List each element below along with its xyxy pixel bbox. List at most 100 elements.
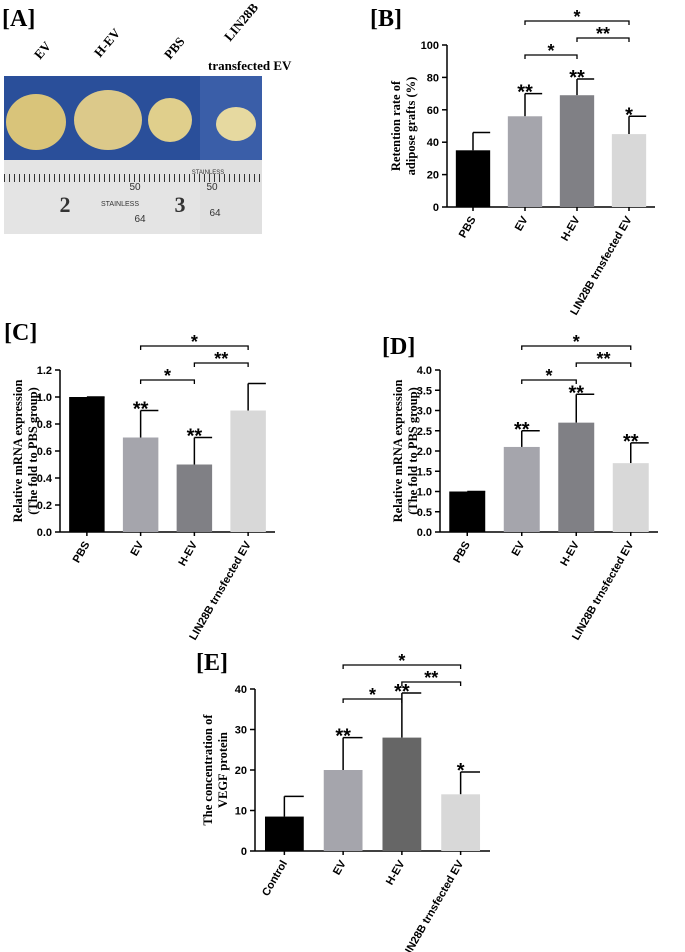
group-label: transfected EV bbox=[208, 58, 292, 73]
bar bbox=[503, 446, 540, 532]
panel-label: [C] bbox=[4, 320, 37, 346]
bar bbox=[382, 737, 422, 851]
y-axis-label: Relative mRNA expression bbox=[391, 380, 405, 523]
y-tick-label: 3.0 bbox=[417, 406, 432, 418]
y-tick-label: 0 bbox=[241, 846, 247, 858]
x-tick-label: LIN28B trnsfected EV bbox=[568, 214, 635, 317]
x-tick-label: PBS bbox=[71, 540, 93, 566]
bar bbox=[558, 422, 595, 532]
x-tick-label: LIN28B trnsfected EV bbox=[570, 539, 637, 642]
y-tick-label: 1.5 bbox=[417, 466, 432, 478]
y-tick-label: 80 bbox=[427, 72, 439, 84]
bar bbox=[122, 437, 159, 532]
y-tick-label: 20 bbox=[427, 170, 439, 182]
bar bbox=[323, 770, 363, 851]
y-tick-label: 2.0 bbox=[417, 446, 432, 458]
y-tick-label: 10 bbox=[235, 806, 247, 818]
y-tick-label: 100 bbox=[421, 40, 439, 52]
y-tick-label: 0.8 bbox=[37, 419, 52, 431]
bracket-label: ** bbox=[424, 668, 438, 688]
y-axis-label: (The fold to PBS group) bbox=[26, 387, 40, 515]
y-axis-label: (The fold to PBS group) bbox=[406, 387, 420, 515]
x-tick-label: PBS bbox=[451, 540, 473, 566]
significance-label: ** bbox=[394, 681, 410, 703]
y-tick-label: 1.2 bbox=[37, 365, 52, 377]
panel-label: [B] bbox=[370, 6, 402, 32]
x-tick-label: EV bbox=[331, 858, 349, 877]
ruler-text: STAINLESS bbox=[192, 170, 225, 176]
x-tick-label: EV bbox=[128, 539, 146, 558]
bracket bbox=[575, 362, 632, 367]
bar bbox=[507, 116, 543, 207]
ruler-text: 3 bbox=[175, 192, 186, 217]
y-axis-label: VEGF protein bbox=[216, 732, 230, 808]
x-tick-label: EV bbox=[513, 214, 531, 233]
y-tick-label: 0.5 bbox=[417, 507, 432, 519]
bracket-label: ** bbox=[596, 349, 610, 369]
significance-label: ** bbox=[187, 426, 203, 448]
y-tick-label: 30 bbox=[235, 725, 247, 737]
y-tick-label: 60 bbox=[427, 105, 439, 117]
bar bbox=[230, 410, 266, 532]
bracket bbox=[524, 54, 578, 59]
significance-label: ** bbox=[569, 67, 585, 89]
significance-label: * bbox=[625, 104, 633, 126]
bracket bbox=[139, 379, 196, 384]
ruler-text: 64 bbox=[134, 214, 146, 225]
panel-label: [E] bbox=[196, 650, 228, 676]
bar bbox=[455, 150, 491, 207]
bracket-label: * bbox=[164, 366, 171, 386]
x-tick-label: H-EV bbox=[558, 539, 582, 568]
bar bbox=[449, 491, 486, 532]
bar bbox=[612, 463, 649, 532]
y-tick-label: 20 bbox=[235, 765, 247, 777]
y-tick-label: 40 bbox=[427, 137, 439, 149]
bracket bbox=[524, 20, 630, 25]
bar bbox=[559, 95, 595, 207]
y-tick-label: 0.0 bbox=[417, 527, 432, 539]
bracket-label: * bbox=[573, 7, 580, 27]
y-tick-label: 0.6 bbox=[37, 446, 52, 458]
ruler-text: 50 bbox=[206, 182, 218, 193]
bar bbox=[264, 816, 304, 851]
significance-label: ** bbox=[335, 726, 351, 748]
bar bbox=[69, 397, 105, 532]
x-tick-label: Control bbox=[260, 859, 290, 899]
y-tick-label: 0 bbox=[433, 202, 439, 214]
bracket bbox=[401, 681, 462, 686]
ruler-text: 2 bbox=[60, 192, 71, 217]
bracket bbox=[576, 37, 630, 42]
group-label: EV bbox=[31, 38, 54, 62]
bracket bbox=[521, 379, 577, 384]
bracket bbox=[342, 664, 462, 669]
bracket-label: * bbox=[573, 332, 580, 352]
bracket bbox=[521, 345, 632, 350]
bracket-label: * bbox=[191, 332, 198, 352]
x-tick-label: LIN28B trnsfected EV bbox=[187, 539, 254, 642]
y-axis-label: Relative mRNA expression bbox=[11, 380, 25, 523]
bracket bbox=[342, 698, 403, 703]
y-tick-label: 1.0 bbox=[417, 487, 432, 499]
significance-label: ** bbox=[133, 399, 149, 421]
ruler-text: 50 bbox=[129, 182, 141, 193]
x-tick-label: PBS bbox=[457, 215, 479, 241]
y-axis-label: Retention rate of bbox=[389, 80, 403, 171]
bar bbox=[441, 794, 481, 851]
photo bbox=[4, 76, 262, 234]
significance-label: * bbox=[457, 760, 465, 782]
bracket-label: * bbox=[369, 685, 376, 705]
y-tick-label: 0.2 bbox=[37, 500, 52, 512]
bracket-label: * bbox=[398, 651, 405, 671]
x-tick-label: H-EV bbox=[559, 214, 583, 243]
bracket-label: ** bbox=[596, 24, 610, 44]
group-label: H-EV bbox=[91, 25, 124, 60]
x-tick-label: H-EV bbox=[176, 539, 200, 568]
ruler-text: STAINLESS bbox=[101, 201, 139, 208]
y-tick-label: 40 bbox=[235, 684, 247, 696]
panel-label: [D] bbox=[382, 334, 415, 360]
ruler-text: 64 bbox=[209, 208, 221, 219]
bracket bbox=[139, 345, 249, 350]
y-axis-label: adipose grafts (%) bbox=[404, 77, 418, 176]
group-label: LIN28B bbox=[221, 0, 261, 44]
